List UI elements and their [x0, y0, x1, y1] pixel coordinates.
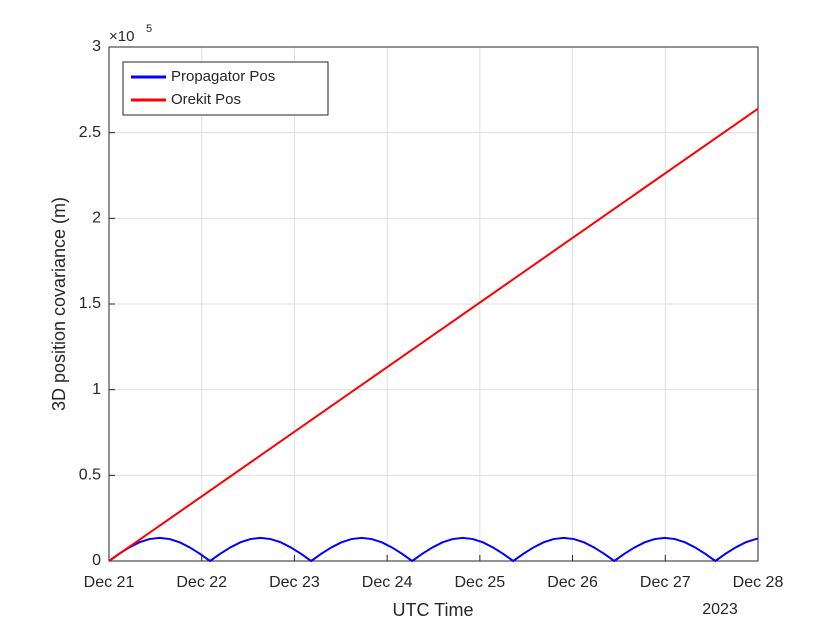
y-tick-label: 1 [92, 381, 101, 398]
legend-label: Orekit Pos [171, 91, 241, 108]
series-line [108, 536, 759, 563]
x-axis-label: UTC Time [393, 600, 474, 620]
y-multiplier-exponent: 5 [146, 23, 152, 35]
x-tick-label: Dec 27 [640, 574, 691, 591]
y-axis-label: 3D position covariance (m) [49, 197, 69, 411]
series-line [108, 107, 759, 562]
y-tick-label: 3 [92, 38, 101, 55]
y-multiplier: ×10 [109, 28, 134, 45]
y-tick-label: 1.5 [79, 295, 101, 312]
x-tick-label: Dec 23 [269, 574, 320, 591]
x-tick-label: Dec 22 [176, 574, 227, 591]
y-tick-label: 2 [92, 210, 101, 227]
y-tick-label: 0 [92, 552, 101, 569]
y-tick-label: 2.5 [79, 124, 101, 141]
plot-frame [108, 46, 759, 562]
x-tick-label: Dec 25 [455, 574, 506, 591]
x-tick-label: Dec 28 [733, 574, 784, 591]
y-tick-label: 0.5 [79, 467, 101, 484]
x-tick-label: Dec 26 [547, 574, 598, 591]
x-secondary-label: 2023 [702, 601, 738, 618]
legend-label: Propagator Pos [171, 68, 275, 85]
legend-box [122, 61, 329, 116]
x-tick-label: Dec 21 [84, 574, 135, 591]
x-tick-label: Dec 24 [362, 574, 413, 591]
